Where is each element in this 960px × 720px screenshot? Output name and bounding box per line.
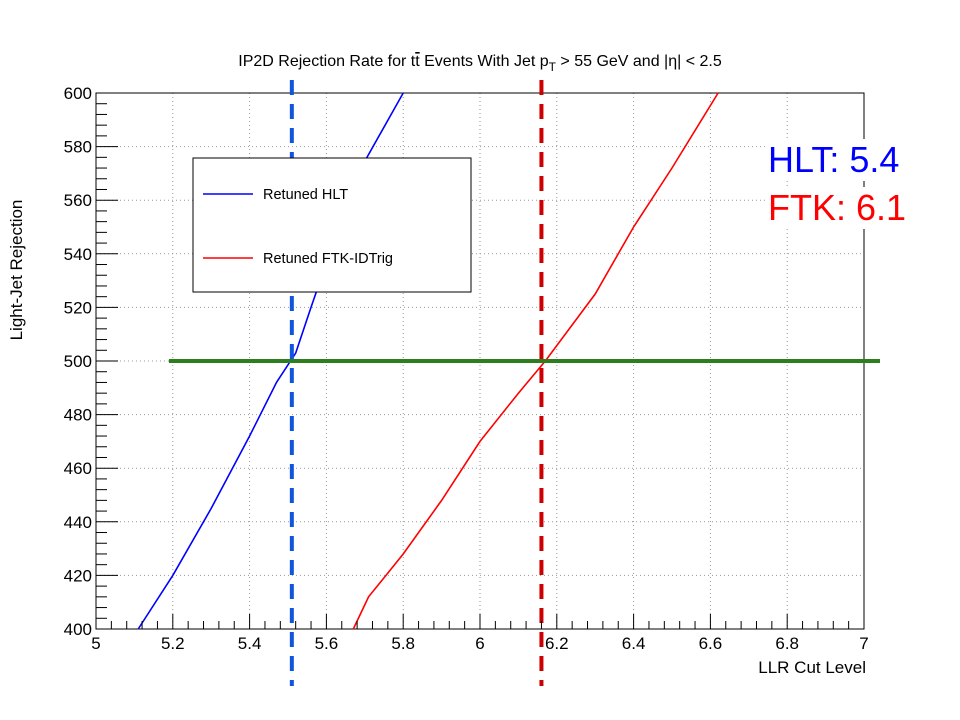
x-axis-label: LLR Cut Level <box>758 658 866 677</box>
x-tick-label: 6.2 <box>545 634 569 653</box>
y-tick-label: 520 <box>64 298 92 317</box>
y-tick-label: 500 <box>64 352 92 371</box>
x-tick-label: 7 <box>859 634 868 653</box>
x-tick-label: 5.8 <box>391 634 415 653</box>
chart-title: IP2D Rejection Rate for tt Events With J… <box>238 53 722 74</box>
y-tick-label: 580 <box>64 138 92 157</box>
y-tick-label: 540 <box>64 245 92 264</box>
y-tick-label: 440 <box>64 513 92 532</box>
x-tick-label: 6 <box>475 634 484 653</box>
title-subscript: T <box>549 60 557 74</box>
y-tick-label: 400 <box>64 620 92 639</box>
annotation-ftk: FTK: 6.1 <box>768 187 907 229</box>
x-tick-label: 5.6 <box>315 634 339 653</box>
axes: 5 5.2 5.4 5.6 5.8 6 6.2 6.4 6.6 6.8 7 400 420 440 460 4… <box>64 84 869 653</box>
y-tick-label: 420 <box>64 566 92 585</box>
y-tick-label: 460 <box>64 459 92 478</box>
legend: Retuned HLT Retuned FTK-IDTrig <box>192 157 472 293</box>
y-tick-label: 480 <box>64 406 92 425</box>
x-tick-label: 6.4 <box>622 634 646 653</box>
y-axis-label: Light-Jet Rejection <box>7 200 26 341</box>
x-tick-label: 6.6 <box>699 634 723 653</box>
x-tick-label: 5 <box>91 634 100 653</box>
y-tick-label: 600 <box>64 84 92 103</box>
y-tick-label: 560 <box>64 191 92 210</box>
x-tick-label: 6.8 <box>775 634 799 653</box>
annotation-hlt: HLT: 5.4 <box>768 139 900 181</box>
x-tick-label: 5.4 <box>238 634 262 653</box>
title-tbar: t <box>415 53 420 70</box>
legend-box <box>192 157 472 293</box>
x-tick-label: 5.2 <box>161 634 185 653</box>
legend-label-2: Retuned FTK-IDTrig <box>263 251 393 267</box>
series-line-2 <box>352 92 719 630</box>
legend-label-1: Retuned HLT <box>263 187 348 203</box>
